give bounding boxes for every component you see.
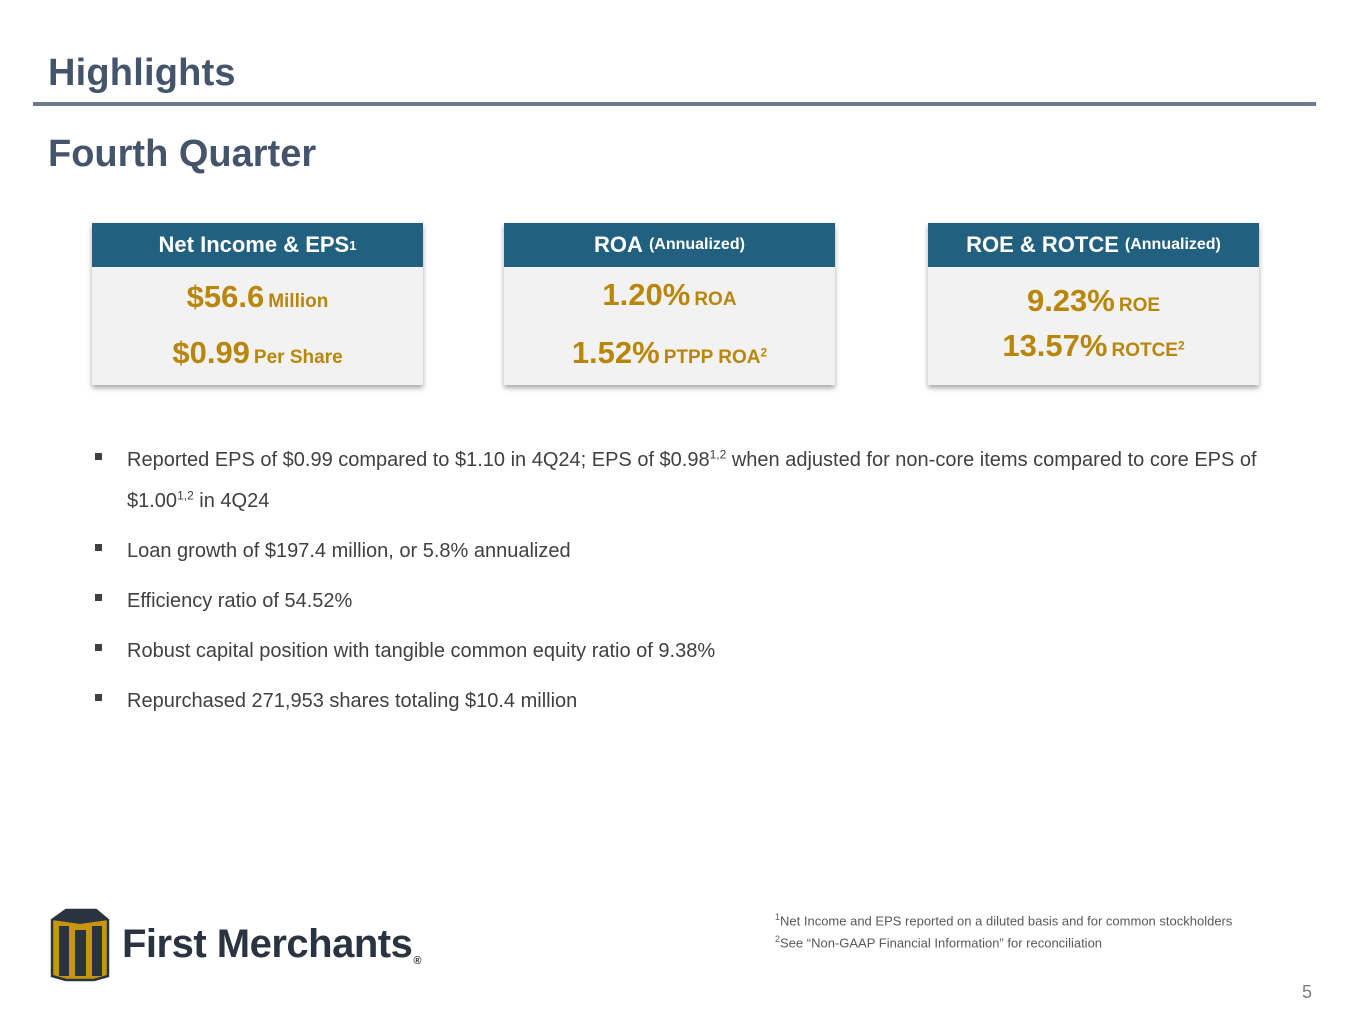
card-metric-line: $0.99 Per Share: [92, 335, 423, 371]
list-item: Efficiency ratio of 54.52%: [93, 581, 1273, 622]
card-metric-line: 13.57% ROTCE2: [928, 328, 1259, 364]
title-divider: [33, 102, 1316, 106]
metric-sup: 2: [1177, 338, 1185, 353]
page-number: 5: [1302, 982, 1313, 1002]
section-subtitle: Fourth Quarter: [48, 133, 317, 175]
metric-value: 1.20%: [602, 277, 691, 312]
metric-label: ROE: [1118, 295, 1161, 316]
card-metric-line: 1.20% ROA: [504, 277, 835, 313]
footnote: 1Net Income and EPS reported on a dilute…: [775, 912, 1233, 929]
card-title: ROE & ROTCE: [966, 232, 1119, 257]
footnotes: 1Net Income and EPS reported on a dilute…: [775, 908, 1232, 953]
metric-value: $56.6: [186, 279, 265, 314]
page-title: Highlights: [48, 52, 236, 94]
card-header: Net Income & EPS 1: [92, 223, 423, 267]
card-title: ROA: [594, 232, 643, 257]
card-title-qualifier: (Annualized): [1124, 236, 1221, 253]
metric-sup: 2: [760, 345, 768, 360]
metric-value: $0.99: [172, 335, 250, 370]
roa-card: ROA (Annualized) 1.20% ROA 1.52% PTPP ROA2: [504, 223, 835, 385]
card-metric-line: $56.6 Million: [92, 279, 423, 315]
list-item: Robust capital position with tangible co…: [93, 631, 1273, 672]
metric-label: Per Share: [253, 347, 343, 368]
registered-mark: ®: [413, 955, 421, 967]
metric-value: 13.57%: [1002, 328, 1108, 363]
metric-label: Million: [268, 291, 329, 312]
company-name: First Merchants®: [122, 922, 421, 967]
metric-label: ROTCE: [1111, 340, 1178, 361]
footnote: 2See “Non-GAAP Financial Information” fo…: [775, 934, 1103, 951]
metric-label: PTPP ROA: [663, 347, 761, 368]
highlights-list: Reported EPS of $0.99 compared to $1.10 …: [93, 440, 1273, 731]
metric-value: 1.52%: [571, 335, 660, 370]
card-metric-line: 9.23% ROE: [928, 283, 1259, 319]
card-header: ROA (Annualized): [504, 223, 835, 267]
list-item: Loan growth of $197.4 million, or 5.8% a…: [93, 531, 1273, 572]
metric-value: 9.23%: [1026, 283, 1115, 318]
roe-rotce-card: ROE & ROTCE (Annualized) 9.23% ROE 13.57% R…: [928, 223, 1259, 385]
net-income-eps-card: Net Income & EPS 1 $56.6 Million $0.99 Per …: [92, 223, 423, 385]
card-title-sup: 1: [349, 237, 357, 253]
card-title: Net Income & EPS: [158, 232, 350, 257]
card-header: ROE & ROTCE (Annualized): [928, 223, 1259, 267]
list-item: Repurchased 271,953 shares totaling $10.…: [93, 681, 1273, 722]
list-item: Reported EPS of $0.99 compared to $1.10 …: [93, 440, 1273, 522]
card-title-qualifier: (Annualized): [648, 236, 745, 253]
metric-label: ROA: [694, 289, 737, 310]
card-metric-line: 1.52% PTPP ROA2: [504, 335, 835, 371]
first-merchants-logo-icon: [50, 908, 110, 982]
